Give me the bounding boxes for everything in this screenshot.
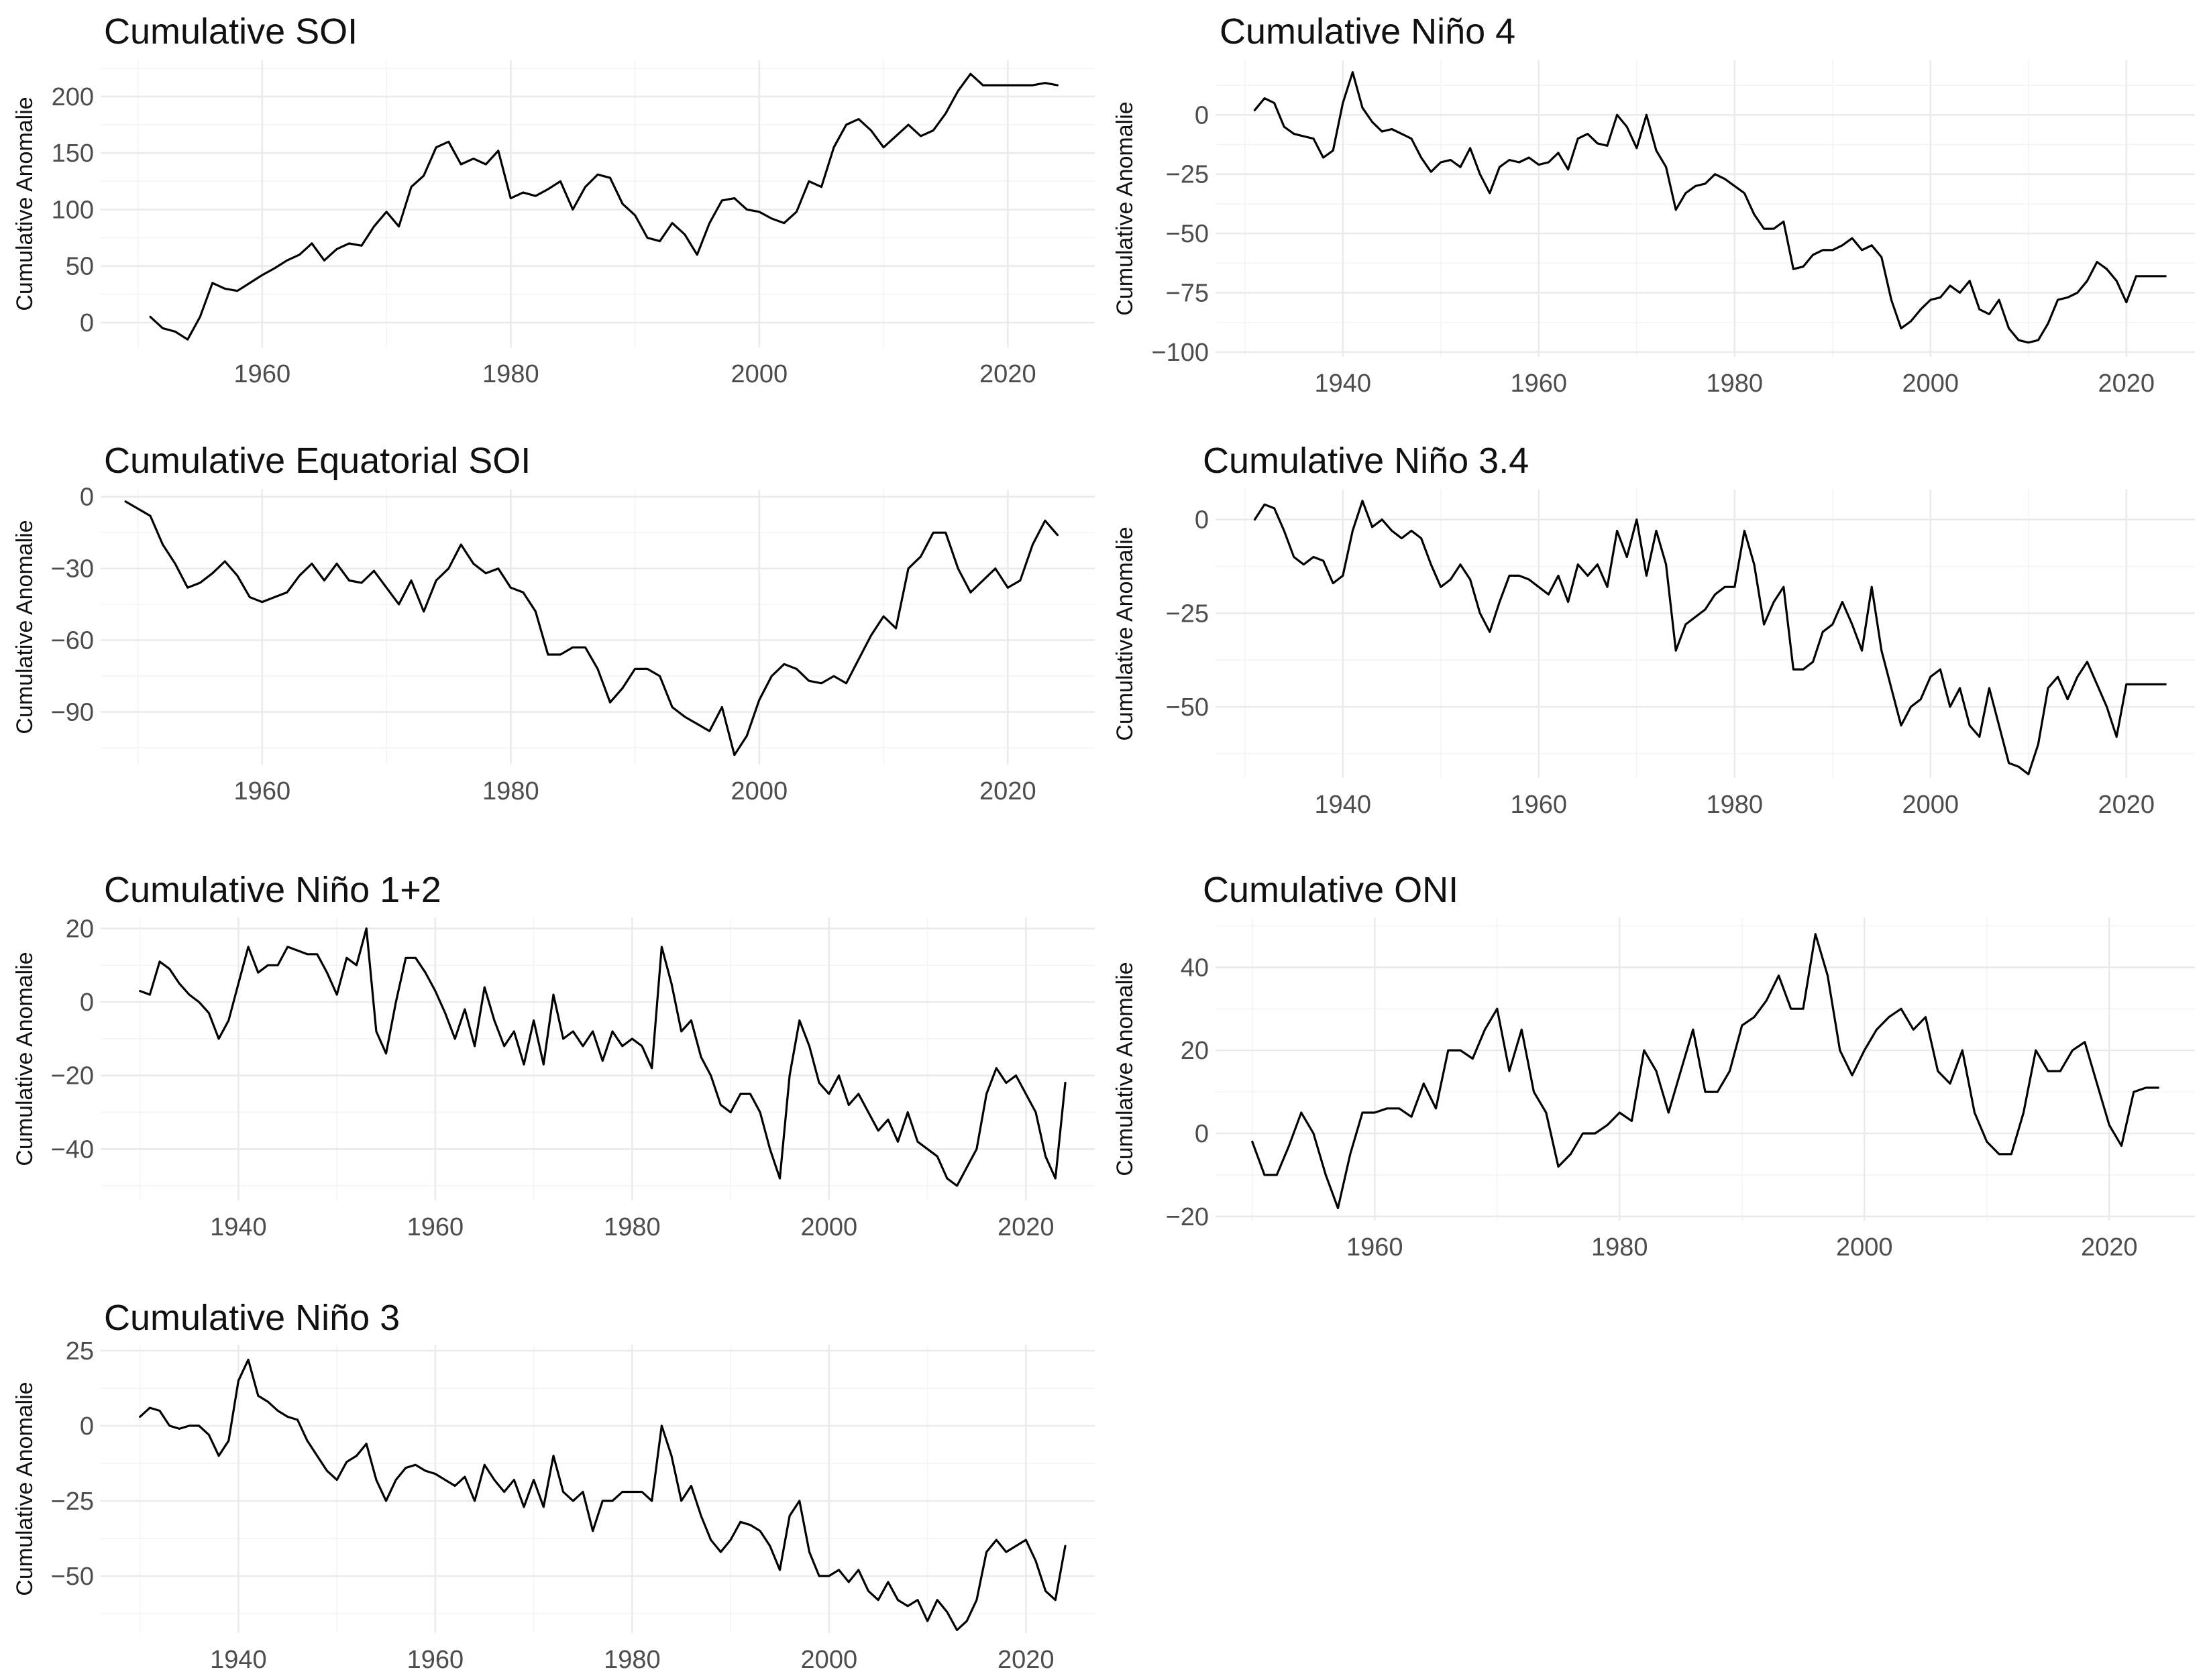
y-axis-label: Cumulative Anomalie [12,97,38,311]
x-tick-label: 1980 [482,360,539,388]
y-tick-label: −25 [1166,600,1209,628]
y-tick-label: 0 [1195,506,1209,535]
x-tick-label: 2000 [731,777,788,805]
series-line-nino34 [1253,500,2167,776]
x-tick-label: 1980 [604,1213,661,1241]
panel-title: Cumulative Niño 1+2 [104,870,441,910]
y-axis-label: Cumulative Anomalie [12,520,38,734]
y-tick-label: 200 [52,83,94,111]
y-tick-label: −75 [1166,280,1209,308]
y-tick-label: −25 [1166,161,1209,189]
panel-oni: 1960 1980 2000 2020 40 20 0 −20 Cumulative ONI Cu… [1112,870,2195,1262]
series-line-eqsoi [124,500,1059,757]
x-tick-label: 2000 [801,1213,858,1241]
y-axis-label: Cumulative Anomalie [12,1382,38,1595]
y-tick-label: −50 [1166,693,1209,722]
x-tick-label: 1980 [604,1646,661,1674]
series-line-nino12 [139,927,1067,1187]
panel-eqsoi: 1960 1980 2000 2020 0 −30 −60 −90 Cumulative Equ… [12,441,1095,805]
x-tick-label: 2020 [979,360,1036,388]
y-tick-label: −90 [51,699,94,727]
series-line-nino3 [139,1358,1067,1632]
x-tick-label: 1960 [234,360,291,388]
panel-title: Cumulative Niño 3 [104,1298,400,1338]
panel-nino34: 1940 1960 1980 2000 2020 0 −25 −50 Cumulative Ni… [1112,441,2195,819]
y-tick-label: 150 [52,139,94,168]
y-axis-label: Cumulative Anomalie [1112,526,1138,740]
series-line-soi [149,72,1059,341]
y-tick-label: −20 [51,1062,94,1090]
y-tick-label: −100 [1151,339,1209,367]
y-tick-label: 40 [1181,954,1209,982]
x-tick-label: 1940 [210,1646,267,1674]
x-tick-label: 1940 [210,1213,267,1241]
x-tick-label: 1980 [1591,1233,1648,1262]
panel-nino12: 1940 1960 1980 2000 2020200−20−40Cumulative … [12,870,1095,1241]
panel-soi: 1960 1980 2000 2020 0 50 100 150 200 Cumulative S… [12,11,1095,388]
y-tick-label: 0 [1195,101,1209,129]
y-tick-label: −30 [51,555,94,583]
y-tick-label: 20 [1181,1037,1209,1065]
y-tick-label: −60 [51,627,94,655]
x-tick-label: 2000 [1902,791,1959,819]
y-tick-label: 20 [66,915,94,943]
x-tick-label: 1960 [407,1646,464,1674]
series-line-oni [1251,933,2159,1210]
panel-title: Cumulative SOI [104,11,358,52]
x-tick-label: 2020 [998,1646,1055,1674]
panel-nino4: 1940 1960 1980 2000 2020 0 −25 −50 −75 −100 Cumula… [1112,11,2195,398]
x-tick-label: 2020 [2098,791,2155,819]
y-tick-label: −50 [51,1563,94,1591]
panel-title: Cumulative ONI [1203,870,1458,910]
y-tick-label: −20 [1166,1203,1209,1231]
x-tick-label: 2000 [1836,1233,1893,1262]
x-tick-label: 1940 [1315,791,1372,819]
x-tick-label: 2020 [998,1213,1055,1241]
x-tick-label: 1960 [1346,1233,1403,1262]
panel-title: Cumulative Niño 3.4 [1203,441,1529,481]
y-tick-label: −40 [51,1135,94,1164]
x-tick-label: 2000 [731,360,788,388]
x-tick-label: 2020 [2081,1233,2138,1262]
y-tick-label: −25 [51,1488,94,1516]
y-axis-label: Cumulative Anomalie [1112,962,1138,1176]
x-tick-label: 1960 [407,1213,464,1241]
x-tick-label: 2020 [979,777,1036,805]
x-tick-label: 2000 [1902,370,1959,398]
y-axis-label: Cumulative Anomalie [12,952,38,1166]
x-tick-label: 1960 [1511,370,1568,398]
panel-nino3: 1940 1960 1980 2000 2020 25 0 −25 −50 Cumulative … [12,1298,1095,1674]
x-tick-label: 1940 [1315,370,1372,398]
y-tick-label: 100 [52,196,94,224]
x-tick-label: 1980 [1707,791,1764,819]
panel-title: Cumulative Niño 4 [1220,11,1515,52]
y-tick-label: 0 [80,309,94,337]
y-tick-label: 0 [80,989,94,1017]
y-tick-label: 0 [1195,1120,1209,1148]
series-line-nino4 [1253,71,2167,344]
x-tick-label: 2000 [801,1646,858,1674]
y-tick-label: 0 [80,484,94,512]
y-tick-label: 50 [66,253,94,281]
x-tick-label: 1960 [234,777,291,805]
x-tick-label: 1960 [1511,791,1568,819]
y-axis-label: Cumulative Anomalie [1112,101,1138,315]
y-tick-label: 0 [80,1412,94,1441]
x-tick-label: 1980 [1707,370,1764,398]
y-tick-label: 25 [66,1337,94,1365]
x-tick-label: 2020 [2098,370,2155,398]
y-tick-label: −50 [1166,220,1209,248]
x-tick-label: 1980 [482,777,539,805]
panel-title: Cumulative Equatorial SOI [104,441,531,481]
